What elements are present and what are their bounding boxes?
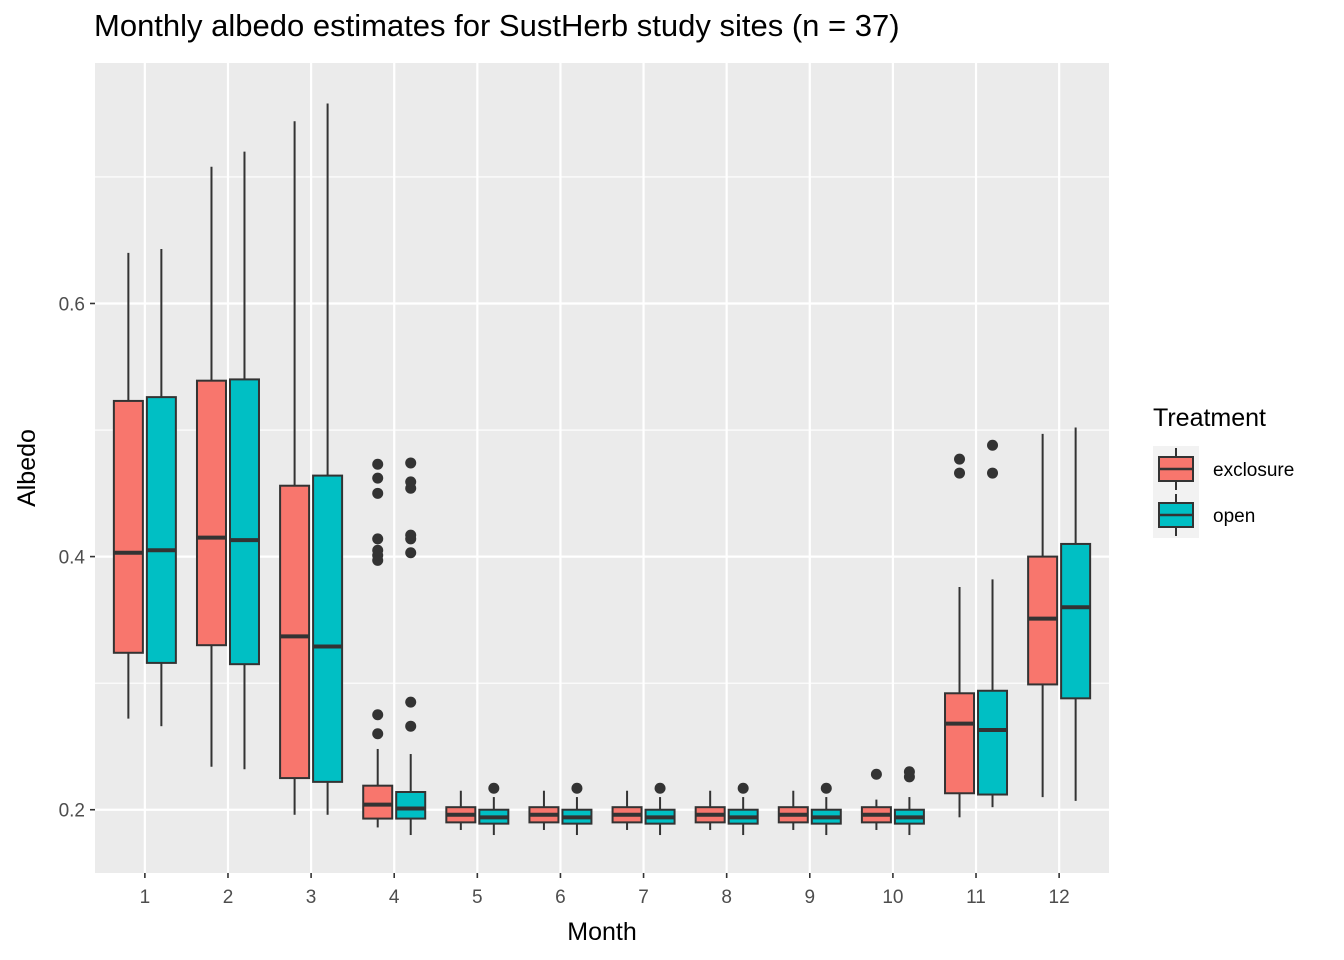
boxplot-exclosure-month-9 — [777, 790, 809, 830]
boxplot-open-month-10 — [893, 766, 925, 836]
x-tick-label: 8 — [721, 887, 732, 908]
x-tick-label: 10 — [882, 887, 903, 908]
boxplot-open-month-12 — [1060, 427, 1092, 801]
outlier-point — [372, 472, 384, 484]
boxplot-open-month-3 — [312, 103, 344, 815]
boxplot-exclosure-month-5 — [445, 790, 477, 830]
x-tick-label: 12 — [1049, 887, 1070, 908]
outlier-point — [372, 533, 384, 545]
boxplot-open-month-4 — [395, 457, 427, 836]
axis-layer: 0.20.40.61 2 3 4 5 6 7 8 9 10 11 12 — [59, 294, 1070, 908]
outlier-point — [737, 782, 749, 794]
box-iqr — [112, 399, 144, 654]
boxplot-open-month-11 — [977, 439, 1009, 808]
outlier-point — [654, 782, 666, 794]
outlier-point — [405, 720, 417, 732]
plot-panel — [95, 63, 1109, 873]
outlier-point — [372, 709, 384, 721]
boxplot-exclosure-month-3 — [279, 121, 311, 815]
y-tick-label: 0.2 — [59, 801, 85, 822]
outlier-point — [987, 467, 999, 479]
x-tick-label: 1 — [140, 887, 151, 908]
box-iqr — [977, 689, 1009, 796]
box-iqr — [944, 692, 976, 795]
x-tick-label: 11 — [966, 887, 986, 908]
outlier-point — [954, 453, 966, 465]
legend-keys: exclosure open — [1153, 446, 1294, 538]
legend: Treatment exclosure open — [1153, 404, 1294, 538]
boxplot-exclosure-month-8 — [694, 790, 726, 830]
boxplot-open-month-6 — [561, 782, 593, 836]
boxplot-exclosure-month-12 — [1027, 433, 1059, 798]
outlier-point — [405, 529, 417, 541]
outlier-point — [571, 782, 583, 794]
outlier-point — [903, 766, 915, 778]
box-iqr — [312, 474, 344, 783]
boxplot-exclosure-month-4 — [362, 458, 394, 828]
outlier-point — [405, 547, 417, 559]
legend-item-open: open — [1153, 492, 1255, 538]
x-axis-title: Month — [567, 918, 636, 946]
outlier-point — [405, 457, 417, 469]
boxplot-open-month-2 — [228, 151, 260, 770]
boxplot-open-month-9 — [810, 782, 842, 836]
boxplot-exclosure-month-11 — [944, 453, 976, 818]
x-tick-label: 2 — [223, 887, 234, 908]
boxplot-open-month-7 — [644, 782, 676, 836]
box-iqr — [228, 378, 260, 666]
y-tick-label: 0.6 — [59, 294, 85, 315]
boxplot-open-month-5 — [478, 782, 510, 836]
outlier-point — [405, 476, 417, 488]
boxplot-exclosure-month-7 — [611, 790, 643, 830]
boxplot-exclosure-month-2 — [195, 166, 227, 767]
box-layer — [112, 103, 1092, 836]
boxplot-exclosure-month-10 — [860, 768, 892, 830]
x-tick-label: 7 — [638, 887, 649, 908]
x-tick-label: 9 — [804, 887, 815, 908]
box-iqr — [395, 791, 427, 820]
box-iqr — [362, 784, 394, 820]
box-iqr — [1060, 542, 1092, 700]
outlier-point — [372, 544, 384, 556]
grid-lines — [95, 63, 1109, 873]
outlier-point — [372, 487, 384, 499]
boxplot-open-month-1 — [145, 249, 177, 727]
outlier-point — [372, 728, 384, 740]
outlier-point — [987, 439, 999, 451]
outlier-point — [488, 782, 500, 794]
outlier-point — [405, 696, 417, 708]
boxplot-exclosure-month-1 — [112, 252, 144, 719]
y-tick-label: 0.4 — [59, 548, 86, 569]
x-tick-label: 6 — [555, 887, 566, 908]
outlier-point — [820, 782, 832, 794]
boxplot-exclosure-month-6 — [528, 790, 560, 830]
legend-item-exclosure: exclosure — [1153, 446, 1294, 492]
x-tick-label: 4 — [389, 887, 400, 908]
outlier-point — [372, 458, 384, 470]
x-tick-label: 5 — [472, 887, 483, 908]
box-iqr — [195, 379, 227, 647]
outlier-point — [870, 768, 882, 780]
box-iqr — [145, 396, 177, 664]
chart-title: Monthly albedo estimates for SustHerb st… — [94, 8, 900, 43]
y-axis-title: Albedo — [13, 429, 41, 507]
legend-title: Treatment — [1153, 404, 1266, 432]
boxplot-open-month-8 — [727, 782, 759, 836]
x-tick-label: 3 — [306, 887, 317, 908]
outlier-point — [954, 467, 966, 479]
legend-label: exclosure — [1213, 460, 1294, 481]
legend-label: open — [1213, 506, 1255, 527]
box-iqr — [279, 484, 311, 780]
